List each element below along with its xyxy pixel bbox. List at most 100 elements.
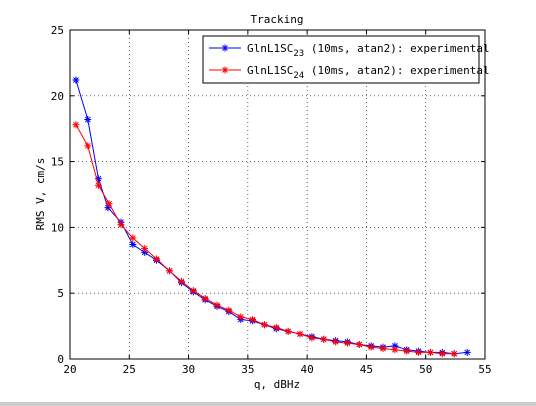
series-2-point [284, 327, 292, 335]
series-2-point [450, 350, 458, 358]
series-layer [72, 76, 471, 358]
y-tick-label: 5 [57, 287, 64, 300]
series-2-point [225, 306, 233, 314]
series-2-point [177, 277, 185, 285]
marker-stroke [427, 349, 434, 356]
marker-stroke [285, 328, 292, 335]
marker-stroke [153, 256, 160, 262]
series-2-point [320, 335, 328, 343]
series-2-point [129, 234, 137, 242]
axes-box [69, 29, 486, 360]
marker-stroke [84, 116, 91, 123]
series-1-point [129, 241, 137, 249]
series-2-point [117, 221, 125, 229]
plot-area [70, 30, 485, 359]
x-tick-label: 55 [478, 363, 491, 376]
marker-stroke [261, 321, 268, 328]
marker-stroke [73, 77, 79, 83]
series-2-point [213, 301, 221, 309]
marker-stroke [95, 182, 102, 189]
marker-stroke [451, 350, 458, 357]
legend-marker-2 [221, 66, 229, 74]
marker-stroke [297, 331, 303, 337]
marker-stroke [118, 221, 124, 228]
x-tick-label: 35 [241, 363, 254, 376]
marker-stroke [356, 341, 363, 348]
series-1-point [463, 348, 471, 356]
marker-stroke [273, 324, 280, 331]
marker-stroke [249, 316, 256, 323]
series-2-point [415, 348, 423, 356]
marker-stroke [332, 339, 339, 345]
series-2-point [141, 244, 149, 252]
series-2-point [105, 200, 113, 208]
marker-stroke [214, 302, 220, 308]
x-axis-label: q, dBHz [254, 378, 300, 391]
marker-stroke [392, 346, 398, 353]
marker-stroke [202, 295, 209, 302]
series-2-point [391, 346, 399, 354]
series-2-point [189, 287, 197, 295]
marker-stroke [178, 278, 185, 285]
series-2-point [355, 341, 363, 349]
x-tick-label: 50 [419, 363, 432, 376]
series-2-point [296, 330, 304, 338]
marker-stroke [368, 344, 375, 351]
series-2-point [153, 255, 161, 263]
legend-label-2: GlnL1SC24 (10ms, atan2): experimental [247, 64, 490, 81]
series-2-point [426, 348, 434, 356]
marker-stroke [106, 200, 112, 207]
x-tick-label: 30 [182, 363, 195, 376]
series-2-point [438, 350, 446, 358]
x-tick-label: 45 [360, 363, 373, 376]
series-2-point [343, 339, 351, 347]
marker-stroke [344, 340, 351, 347]
marker-stroke [237, 314, 244, 320]
series-1-point [72, 76, 80, 84]
y-tick-label: 20 [51, 90, 64, 103]
legend: GlnL1SC23 (10ms, atan2): experimental Gln… [202, 35, 490, 84]
y-tick-label: 0 [57, 353, 64, 366]
x-tick-label: 20 [63, 363, 76, 376]
series-2-point [272, 323, 280, 331]
grid [70, 30, 485, 359]
marker-stroke [84, 142, 91, 149]
marker-stroke [403, 348, 410, 354]
series-1-point [84, 115, 92, 123]
marker-stroke [129, 241, 136, 248]
series-2-point [308, 334, 316, 342]
marker-stroke [73, 121, 79, 128]
marker-stroke [309, 335, 315, 341]
marker-stroke [380, 345, 386, 352]
chart-title: Tracking [251, 13, 304, 26]
series-2 [72, 121, 458, 358]
marker-stroke [320, 336, 327, 343]
series-2-point [166, 267, 174, 275]
series-2-point [332, 338, 340, 346]
marker-stroke [415, 349, 422, 356]
series-2-point [237, 313, 245, 321]
series-2-point [249, 316, 257, 324]
legend-label-1: GlnL1SC23 (10ms, atan2): experimental [247, 42, 490, 59]
legend-marker-1 [221, 44, 229, 52]
series-2-point [201, 294, 209, 302]
series-2-point [367, 343, 375, 351]
y-tick-label: 15 [51, 156, 64, 169]
series-2-point [72, 121, 80, 129]
x-tick-label: 40 [301, 363, 314, 376]
marker-stroke [439, 350, 446, 357]
marker-stroke [222, 45, 228, 51]
y-tick-label: 10 [51, 221, 64, 234]
legend-box [202, 35, 480, 84]
series-2-point [84, 142, 92, 150]
ticks: 20 25 30 35 40 45 50 55 0 5 10 15 20 25 [51, 24, 492, 376]
marker-stroke [464, 349, 471, 356]
series-1-point [94, 175, 102, 183]
series-2-point [403, 347, 411, 355]
series-2-point [260, 321, 268, 329]
series-2-point [94, 181, 102, 189]
x-tick-label: 25 [123, 363, 136, 376]
marker-stroke [190, 287, 197, 294]
